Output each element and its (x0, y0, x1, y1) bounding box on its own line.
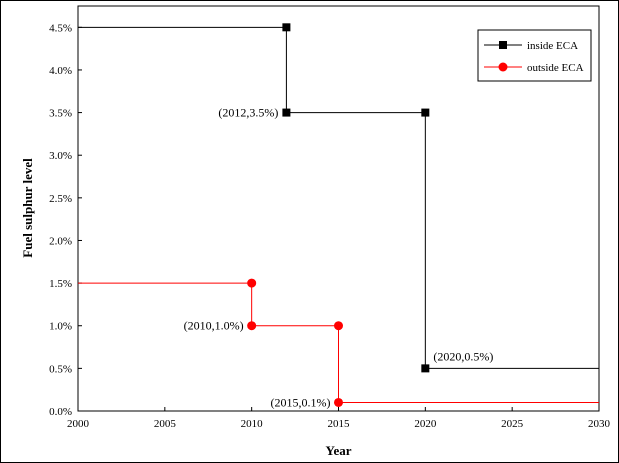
x-tick-label: 2005 (154, 418, 177, 430)
legend-box (477, 29, 592, 82)
series-layer (78, 23, 599, 407)
data-label: (2010,1.0%) (184, 319, 244, 333)
data-point-inside-eca (421, 364, 430, 373)
y-tick-label: 1.0% (49, 321, 72, 333)
y-tick-label: 3.0% (49, 150, 72, 162)
y-tick-label: 2.5% (49, 193, 72, 205)
y-tick-label: 1.5% (49, 278, 72, 290)
data-label: (2015,0.1%) (271, 395, 331, 409)
series-line-inside-eca (78, 26, 599, 369)
data-point-inside-eca (421, 108, 430, 117)
y-tick-label: 0.5% (49, 363, 72, 375)
x-tick-label: 2020 (414, 418, 437, 430)
data-point-outside-eca (247, 321, 257, 331)
x-tick-label: 2000 (67, 418, 90, 430)
data-point-outside-eca (334, 397, 343, 407)
series-line-outside-eca (78, 282, 599, 403)
legend-label-inside-eca: inside ECA (527, 40, 578, 52)
x-axis-ticks: 2000 2005 2010 2015 2020 2025 2030 (67, 407, 611, 430)
data-label: (2020,0.5%) (433, 349, 493, 363)
y-tick-label: 3.5% (49, 108, 72, 120)
y-tick-label: 4.5% (49, 22, 72, 34)
x-tick-label: 2030 (588, 418, 611, 430)
legend: inside ECA outside ECA (477, 29, 592, 82)
x-tick-label: 2025 (501, 418, 524, 430)
y-tick-label: 0.0% (49, 406, 72, 418)
legend-marker-outside-eca (498, 62, 508, 72)
y-axis-title: Fuel sulphur level (20, 158, 35, 258)
y-tick-label: 2.0% (49, 235, 72, 247)
data-point-outside-eca (247, 278, 257, 288)
legend-marker-inside-eca (499, 41, 507, 49)
x-tick-label: 2010 (241, 418, 264, 430)
annotation-layer: (2012,3.5%) (2020,0.5%) (2010,1.0%) (2015,0… (184, 106, 494, 410)
data-point-inside-eca (282, 23, 291, 32)
data-point-inside-eca (282, 108, 291, 117)
y-tick-label: 4.0% (49, 65, 72, 77)
data-point-outside-eca (334, 321, 343, 331)
data-label: (2012,3.5%) (218, 106, 278, 120)
x-tick-label: 2015 (328, 418, 351, 430)
legend-label-outside-eca: outside ECA (527, 62, 584, 74)
y-axis-ticks: 0.0% 0.5% 1.0% 1.5% 2.0% 2.5% 3.0% 3.5% 4.0% 4.5% (49, 22, 82, 418)
x-axis-title: Year (326, 443, 352, 458)
